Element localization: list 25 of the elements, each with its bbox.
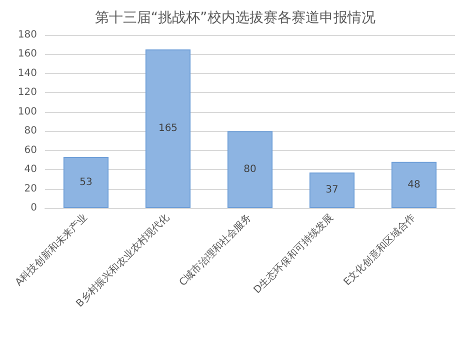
data-label: 80 bbox=[244, 164, 256, 176]
y-tick-label: 100 bbox=[18, 106, 37, 118]
y-tick-label: 140 bbox=[18, 68, 37, 79]
y-tick-label: 120 bbox=[18, 87, 37, 98]
x-tick-label: E文化创意和区域合作 bbox=[341, 211, 418, 288]
bar bbox=[227, 131, 273, 208]
data-label: 165 bbox=[158, 123, 178, 134]
x-tick-label: C城市治理和社会服务 bbox=[176, 211, 254, 288]
y-tick-label: 80 bbox=[24, 126, 37, 137]
y-tick-label: 20 bbox=[24, 183, 37, 194]
y-tick-label: 160 bbox=[18, 48, 37, 60]
bar bbox=[391, 162, 437, 208]
y-tick-label: 0 bbox=[30, 202, 37, 214]
bar bbox=[309, 172, 355, 208]
chart-title: 第十三届“挑战杯”校内选拔赛各赛道申报情况 bbox=[94, 10, 376, 26]
bar bbox=[145, 49, 191, 208]
data-label: 37 bbox=[326, 184, 338, 196]
y-tick-label: 60 bbox=[24, 144, 37, 156]
y-tick-label: 180 bbox=[18, 30, 37, 40]
x-tick-label: D生态环保和可持续发展 bbox=[251, 211, 336, 296]
y-tick-label: 40 bbox=[24, 164, 37, 176]
x-tick-label: A科技创新和未来产业 bbox=[12, 211, 90, 288]
data-label: 53 bbox=[80, 177, 92, 188]
bar bbox=[63, 157, 109, 208]
data-label: 48 bbox=[408, 179, 420, 190]
